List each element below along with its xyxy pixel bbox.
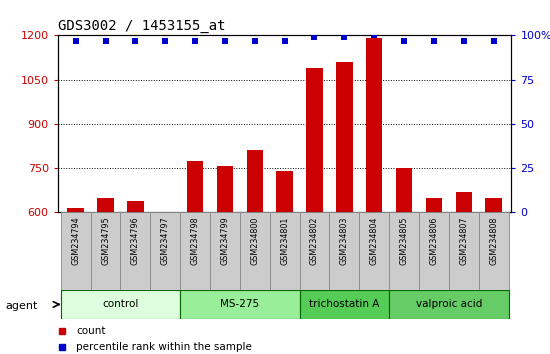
Bar — [240, 212, 270, 290]
Bar — [359, 212, 389, 290]
Point — [250, 38, 259, 44]
Point — [131, 38, 140, 44]
Text: GSM234808: GSM234808 — [489, 216, 498, 265]
Bar — [455, 192, 472, 354]
Text: GSM234806: GSM234806 — [430, 216, 438, 265]
Text: GSM234804: GSM234804 — [370, 216, 379, 265]
Text: GSM234799: GSM234799 — [221, 216, 229, 265]
Bar — [336, 62, 353, 354]
Bar — [478, 212, 509, 290]
Bar — [419, 212, 449, 290]
Bar — [150, 212, 180, 290]
Text: GSM234802: GSM234802 — [310, 216, 319, 265]
Bar — [91, 212, 120, 290]
Text: valproic acid: valproic acid — [416, 299, 482, 309]
Bar — [366, 38, 382, 354]
Point — [459, 38, 468, 44]
Bar — [389, 290, 509, 319]
Bar — [217, 166, 233, 354]
Bar — [449, 212, 478, 290]
Point — [221, 38, 229, 44]
Point — [340, 34, 349, 40]
Text: GSM234798: GSM234798 — [190, 216, 200, 265]
Text: MS-275: MS-275 — [221, 299, 260, 309]
Bar — [306, 68, 323, 354]
Bar — [426, 198, 442, 354]
Bar — [180, 290, 300, 319]
Bar — [60, 212, 91, 290]
Text: GSM234801: GSM234801 — [280, 216, 289, 265]
Text: GSM234803: GSM234803 — [340, 216, 349, 265]
Bar — [277, 171, 293, 354]
Bar — [97, 198, 114, 354]
Text: GSM234794: GSM234794 — [71, 216, 80, 265]
Bar — [329, 212, 359, 290]
Bar — [300, 290, 389, 319]
Point — [370, 33, 378, 38]
Text: GSM234796: GSM234796 — [131, 216, 140, 265]
Bar — [68, 208, 84, 354]
Bar — [120, 212, 150, 290]
Text: GSM234797: GSM234797 — [161, 216, 170, 265]
Text: agent: agent — [6, 301, 38, 311]
Bar — [389, 212, 419, 290]
Text: GSM234805: GSM234805 — [399, 216, 409, 265]
Bar — [157, 212, 173, 354]
Point — [101, 38, 110, 44]
Text: GSM234807: GSM234807 — [459, 216, 468, 265]
Point — [72, 38, 80, 44]
Point — [430, 38, 438, 44]
Text: trichostatin A: trichostatin A — [309, 299, 379, 309]
Bar — [127, 201, 144, 354]
Text: count: count — [76, 326, 106, 336]
Point — [280, 38, 289, 44]
Bar — [270, 212, 300, 290]
Bar — [60, 290, 180, 319]
Point — [310, 34, 319, 40]
Text: GDS3002 / 1453155_at: GDS3002 / 1453155_at — [58, 19, 226, 33]
Bar — [396, 168, 412, 354]
Bar — [486, 198, 502, 354]
Text: percentile rank within the sample: percentile rank within the sample — [76, 342, 252, 352]
Point — [161, 38, 169, 44]
Point — [400, 38, 409, 44]
Text: GSM234795: GSM234795 — [101, 216, 110, 265]
Bar — [180, 212, 210, 290]
Bar — [187, 161, 204, 354]
Bar — [246, 150, 263, 354]
Bar — [210, 212, 240, 290]
Text: control: control — [102, 299, 139, 309]
Bar — [300, 212, 329, 290]
Text: GSM234800: GSM234800 — [250, 216, 259, 265]
Point — [191, 38, 200, 44]
Point — [489, 38, 498, 44]
